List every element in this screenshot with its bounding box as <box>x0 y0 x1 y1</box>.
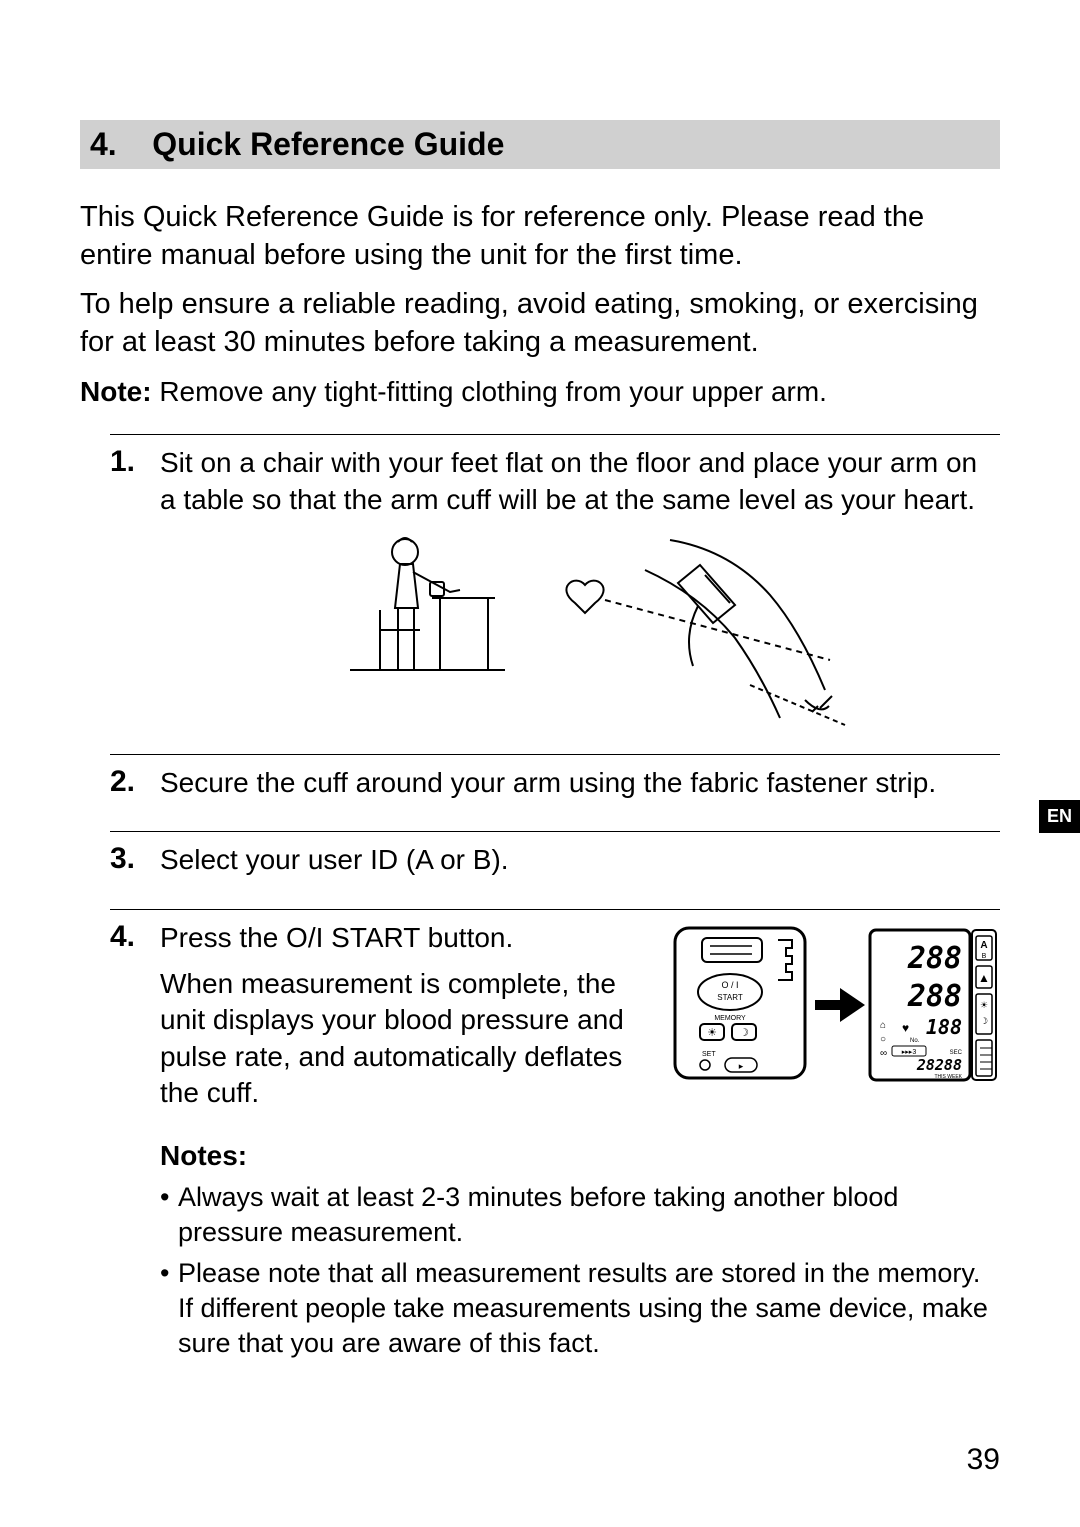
intro-note: Note: Remove any tight-fitting clothing … <box>80 374 1000 410</box>
intro-paragraph-2: To help ensure a reliable reading, avoid… <box>80 286 1000 361</box>
steps-list: 1. Sit on a chair with your feet flat on… <box>110 434 1000 1367</box>
language-tab: EN <box>1039 800 1080 833</box>
svg-text:▸▸▸3: ▸▸▸3 <box>902 1049 917 1056</box>
step-3: 3. Select your user ID (A or B). <box>110 831 1000 888</box>
pulse-reading: 188 <box>926 1015 962 1039</box>
step-body: Secure the cuff around your arm using th… <box>160 765 1000 811</box>
step-number: 3. <box>110 842 160 888</box>
thisweek-label: THIS WEEK <box>934 1074 962 1080</box>
step1-illustrations <box>160 530 1000 730</box>
start-label-2: START <box>717 993 743 1002</box>
sys-reading: 288 <box>907 941 962 976</box>
svg-text:♥: ♥ <box>902 1021 909 1035</box>
step-text: Secure the cuff around your arm using th… <box>160 765 1000 801</box>
memory-label: MEMORY <box>714 1015 746 1022</box>
note-text: Remove any tight-fitting clothing from y… <box>152 376 827 407</box>
svg-text:B: B <box>982 953 987 960</box>
step-number: 4. <box>110 920 160 1368</box>
step-body: Press the O/I START button. When measure… <box>160 920 1000 1368</box>
section-number: 4. <box>90 126 117 162</box>
set-label: SET <box>702 1051 716 1058</box>
svg-text:▸: ▸ <box>739 1061 744 1071</box>
svg-text:○: ○ <box>880 1034 886 1045</box>
note-item: Always wait at least 2-3 minutes before … <box>160 1180 1000 1250</box>
step-4: 4. Press the O/I START button. When meas… <box>110 909 1000 1368</box>
step-text: Sit on a chair with your feet flat on th… <box>160 445 1000 518</box>
note-label: Note: <box>80 376 152 407</box>
device-and-display-illustration: O / I START MEMORY ☀ ☽ SET ▸ <box>670 920 1000 1090</box>
svg-text:⌂: ⌂ <box>880 1020 886 1031</box>
dia-reading: 288 <box>907 979 962 1014</box>
svg-text:☀: ☀ <box>980 1000 988 1010</box>
step-text: Press the O/I START button. <box>160 920 654 956</box>
seated-posture-illustration <box>310 530 510 730</box>
arm-heart-level-illustration <box>550 530 850 730</box>
step-number: 1. <box>110 445 160 734</box>
note-item: Please note that all measurement results… <box>160 1256 1000 1361</box>
step-1: 1. Sit on a chair with your feet flat on… <box>110 434 1000 734</box>
start-label-1: O / I <box>721 980 738 990</box>
section-heading: 4. Quick Reference Guide <box>80 120 1000 169</box>
svg-text:☽: ☽ <box>980 1016 988 1026</box>
no-label: No. <box>910 1038 920 1044</box>
step-text: Select your user ID (A or B). <box>160 842 1000 878</box>
section-title: Quick Reference Guide <box>152 126 504 162</box>
intro-block: This Quick Reference Guide is for refere… <box>80 199 1000 410</box>
step-number: 2. <box>110 765 160 811</box>
step-2: 2. Secure the cuff around your arm using… <box>110 754 1000 811</box>
notes-heading: Notes: <box>160 1138 1000 1174</box>
memory-reading: 28288 <box>916 1056 962 1074</box>
svg-text:☽: ☽ <box>739 1027 749 1039</box>
intro-paragraph-1: This Quick Reference Guide is for refere… <box>80 199 1000 274</box>
step-body: Sit on a chair with your feet flat on th… <box>160 445 1000 734</box>
step-text-2: When measurement is complete, the unit d… <box>160 966 654 1112</box>
page-number: 39 <box>967 1443 1000 1477</box>
svg-text:▲: ▲ <box>978 971 990 985</box>
svg-text:∞: ∞ <box>880 1048 887 1059</box>
notes-list: Always wait at least 2-3 minutes before … <box>160 1180 1000 1361</box>
step-body: Select your user ID (A or B). <box>160 842 1000 888</box>
svg-text:A: A <box>980 940 987 951</box>
svg-text:☀: ☀ <box>707 1027 717 1039</box>
